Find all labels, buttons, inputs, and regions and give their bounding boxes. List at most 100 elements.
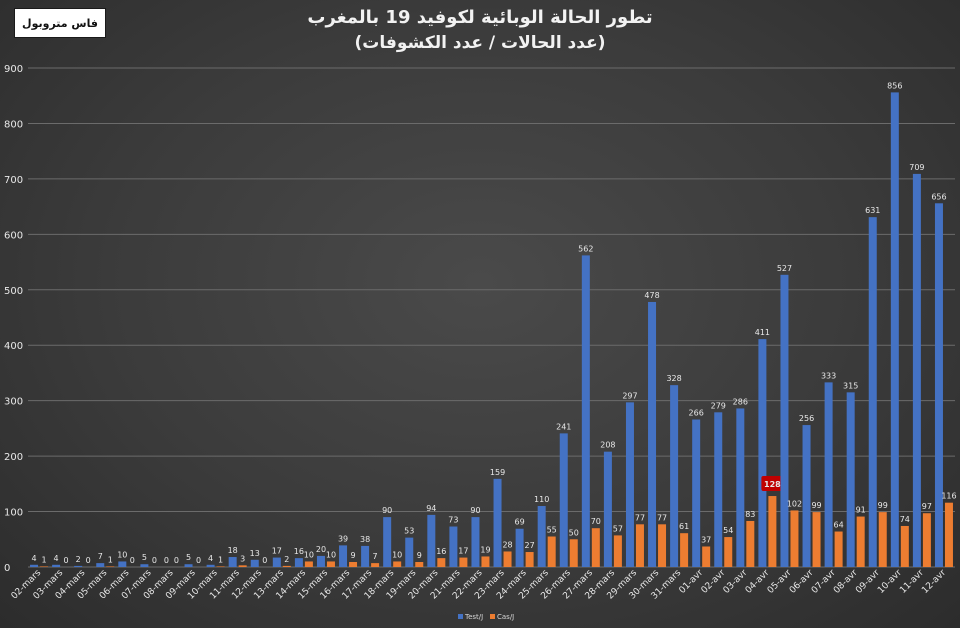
data-label-cas: 61 (679, 522, 689, 531)
data-label-cas: 9 (417, 551, 422, 560)
data-label-cas: 50 (569, 528, 579, 537)
data-label-test: 631 (865, 206, 880, 215)
bar-test (648, 301, 657, 567)
bar-test (758, 339, 767, 567)
bar-test (934, 203, 943, 568)
data-label-test: 411 (755, 328, 770, 337)
data-label-test: 20 (316, 545, 326, 554)
bar-test (471, 517, 480, 567)
bar-test (427, 514, 436, 567)
data-label-cas: 57 (613, 524, 623, 533)
bar-test (581, 255, 590, 567)
bar-cas (437, 558, 446, 567)
bar-test (272, 557, 281, 567)
data-label-test: 208 (600, 441, 615, 450)
bar-cas (547, 536, 556, 567)
bar-cas (459, 557, 468, 567)
data-label-test: 315 (843, 381, 858, 390)
data-label-cas: 0 (86, 556, 91, 565)
data-label-cas: 2 (284, 555, 289, 564)
bar-cas (680, 533, 689, 567)
data-label-cas: 70 (591, 517, 601, 526)
y-tick-label: 800 (4, 119, 23, 130)
data-label-test: 4 (54, 554, 59, 563)
data-label-test: 2 (76, 555, 81, 564)
data-label-test: 4 (208, 554, 213, 563)
data-label-cas: 99 (878, 501, 888, 510)
bar-test (714, 412, 723, 567)
data-label-test: 256 (799, 414, 814, 423)
bar-test (780, 274, 789, 567)
bar-cas (812, 512, 821, 567)
data-label-cas: 7 (373, 552, 378, 561)
data-label-test: 562 (578, 244, 593, 253)
chart-title: تطور الحالة الوبائية لكوفيد 19 بالمغرب (307, 7, 653, 28)
bar-test (140, 564, 149, 567)
data-label-test: 478 (644, 291, 659, 300)
bar-test (625, 402, 634, 567)
data-label-cas: 19 (480, 545, 490, 554)
bar-cas (635, 524, 644, 567)
y-tick-label: 700 (4, 175, 23, 186)
bar-test (670, 385, 679, 567)
data-label-cas: 54 (723, 526, 733, 535)
data-label-cas: 102 (787, 499, 802, 508)
bar-cas (304, 561, 313, 567)
bar-cas (326, 561, 335, 567)
data-label-test: 656 (931, 192, 946, 201)
data-label-cas: 0 (152, 556, 157, 565)
data-label-cas: 116 (941, 492, 956, 501)
data-label-test: 333 (821, 371, 836, 380)
data-label-test: 10 (117, 550, 127, 559)
data-label-test: 94 (426, 504, 436, 513)
data-label-test: 241 (556, 422, 571, 431)
data-label-test: 0 (164, 556, 169, 565)
legend-label-test: Test/J (464, 613, 483, 621)
bar-cas (944, 502, 953, 567)
data-label-cas: 91 (856, 506, 866, 515)
bar-test (559, 433, 568, 567)
bar-test (184, 564, 193, 567)
data-label-test: 17 (272, 547, 282, 556)
bar-cas (238, 565, 247, 567)
y-tick-label: 200 (4, 452, 23, 463)
data-label-cas: 83 (745, 510, 755, 519)
y-tick-label: 0 (4, 563, 10, 574)
bar-cas (415, 562, 424, 567)
data-label-cas: 55 (547, 526, 557, 535)
bar-test (361, 545, 370, 567)
data-label-cas: 0 (196, 556, 201, 565)
data-label-cas: 10 (326, 550, 336, 559)
bar-test (339, 545, 348, 567)
bar-test (383, 517, 392, 567)
data-label-test: 53 (404, 527, 414, 536)
data-label-test: 266 (689, 409, 704, 418)
bar-test (824, 382, 833, 567)
data-label-test: 297 (622, 391, 637, 400)
bar-cas (216, 566, 225, 567)
bar-test (405, 537, 414, 567)
data-label-cas: 27 (525, 541, 535, 550)
bar-test (493, 478, 502, 567)
legend-label-cas: Cas/J (497, 613, 514, 621)
data-label-cas: 1 (41, 555, 46, 564)
data-label-test: 39 (338, 534, 348, 543)
y-tick-label: 100 (4, 508, 23, 519)
bar-cas (503, 551, 512, 567)
y-tick-label: 900 (4, 64, 23, 75)
bar-test (890, 92, 899, 567)
bar-test (449, 526, 458, 567)
y-tick-label: 300 (4, 397, 23, 408)
bar-test (802, 425, 811, 567)
bar-cas (900, 525, 909, 567)
bar-cas (591, 528, 600, 567)
data-label-cas: 0 (64, 556, 69, 565)
data-label-cas: 99 (811, 501, 821, 510)
highlight-box (761, 476, 784, 492)
bar-cas (768, 496, 777, 567)
data-label-test: 69 (515, 518, 525, 527)
data-label-cas: 28 (502, 540, 512, 549)
bar-test (250, 559, 259, 567)
bar-cas (349, 562, 358, 567)
